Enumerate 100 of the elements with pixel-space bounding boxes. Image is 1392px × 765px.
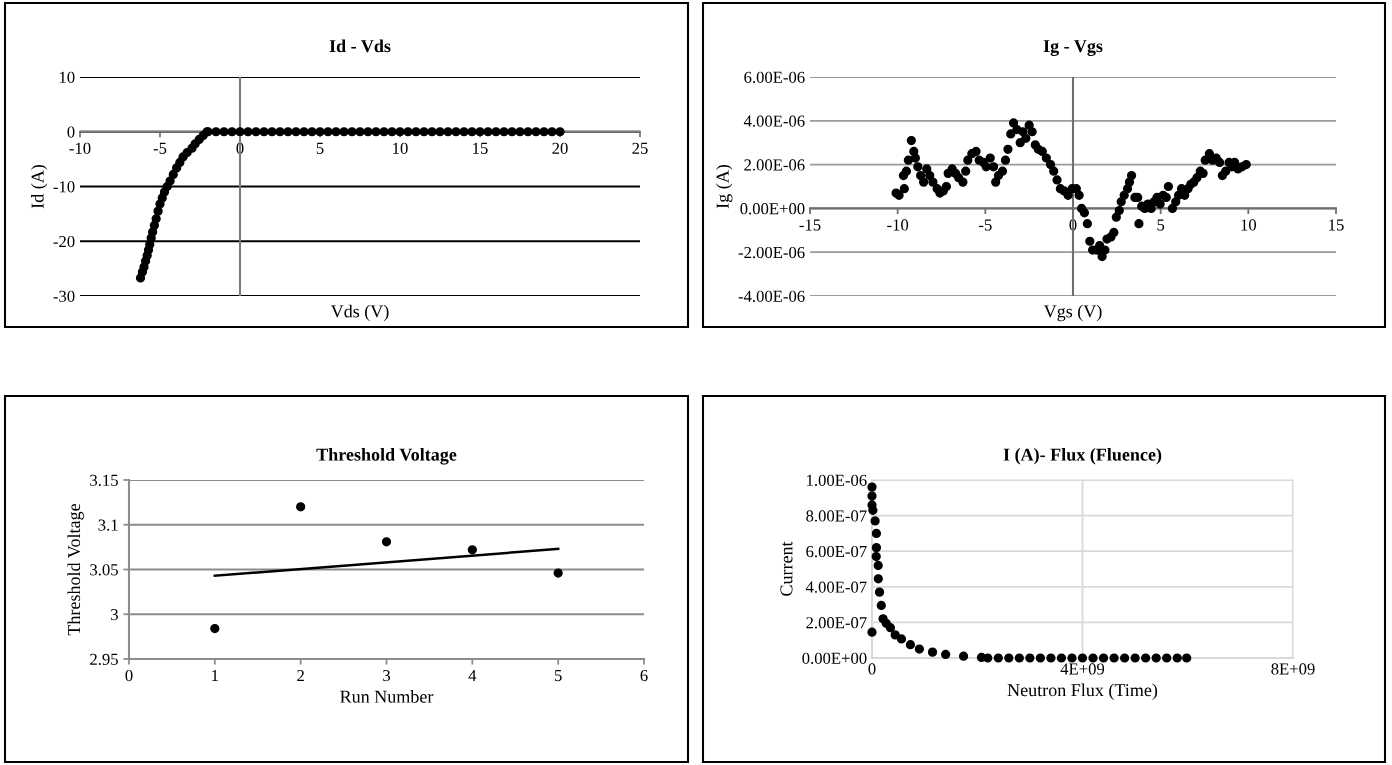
x-tick-label: 5 bbox=[554, 670, 562, 682]
point bbox=[873, 574, 883, 584]
point bbox=[1141, 653, 1151, 663]
point bbox=[553, 568, 563, 578]
point bbox=[1014, 653, 1024, 663]
y-axis-title: Threshold Voltage bbox=[67, 504, 84, 636]
point bbox=[381, 537, 392, 547]
point bbox=[876, 600, 886, 611]
point bbox=[885, 623, 896, 633]
y-tick-label: -20 bbox=[53, 235, 75, 248]
point bbox=[867, 627, 877, 637]
x-tick-label: 5 bbox=[316, 142, 324, 154]
point bbox=[1151, 653, 1161, 663]
x-tick-label: 5 bbox=[1157, 219, 1165, 231]
y-tick-label: 0 bbox=[67, 126, 75, 138]
x-tick-label: 15 bbox=[473, 142, 488, 154]
point bbox=[1004, 653, 1014, 663]
x-tick-label: 1 bbox=[212, 669, 218, 681]
chart-title: Id - Vds bbox=[329, 39, 391, 53]
point bbox=[1162, 653, 1172, 663]
x-tick-label: 3 bbox=[383, 669, 391, 682]
x-tick-label: 6 bbox=[640, 669, 648, 682]
x-tick-label: 25 bbox=[632, 142, 648, 154]
y-axis-title: Ig (A) bbox=[716, 164, 733, 209]
x-tick-label: -10 bbox=[887, 219, 909, 231]
point bbox=[874, 587, 885, 597]
x-tick-label: 4E+09 bbox=[1060, 663, 1105, 675]
point bbox=[1046, 653, 1056, 663]
point bbox=[1088, 653, 1098, 663]
point bbox=[958, 651, 969, 661]
chart-title: I (A)- Flux (Fluence) bbox=[1003, 448, 1162, 465]
x-tick-label: 10 bbox=[393, 142, 408, 154]
y-tick-label: 2.00E-07 bbox=[806, 617, 867, 629]
x-tick-label: 15 bbox=[1329, 219, 1344, 231]
x-tick-label: 4 bbox=[468, 670, 477, 681]
x-tick-label: -5 bbox=[153, 142, 167, 154]
point bbox=[871, 551, 881, 562]
point bbox=[870, 516, 880, 526]
x-axis-title: Vds (V) bbox=[330, 304, 389, 322]
point bbox=[873, 560, 883, 571]
point bbox=[296, 502, 306, 512]
point bbox=[914, 644, 924, 654]
point bbox=[1109, 653, 1119, 663]
x-tick-label: 10 bbox=[1241, 219, 1257, 231]
y-tick-label: 8.00E-07 bbox=[806, 510, 867, 522]
y-tick-label: 0.00E+00 bbox=[802, 652, 867, 665]
x-tick-label: -5 bbox=[979, 219, 992, 231]
point bbox=[867, 491, 877, 501]
point bbox=[210, 623, 220, 634]
x-tick-label: -10 bbox=[69, 142, 91, 154]
y-tick-label: -30 bbox=[53, 290, 75, 302]
x-tick-label: 20 bbox=[552, 142, 568, 154]
x-tick-label: 8E+09 bbox=[1271, 663, 1315, 675]
point bbox=[1119, 653, 1130, 663]
point bbox=[896, 634, 907, 644]
point bbox=[1130, 653, 1140, 663]
y-tick-label: 3.1 bbox=[98, 519, 118, 531]
point bbox=[1098, 653, 1109, 663]
x-tick-label: 2 bbox=[297, 669, 304, 681]
point bbox=[1025, 653, 1035, 663]
y-tick-label: 3 bbox=[111, 609, 118, 621]
y-tick-label: 2.95 bbox=[90, 653, 118, 666]
point bbox=[1182, 653, 1192, 663]
y-tick-label: 6.00E-07 bbox=[806, 545, 867, 558]
point bbox=[1077, 653, 1088, 663]
point bbox=[867, 482, 877, 492]
chart-title: Ig - Vgs bbox=[1043, 40, 1103, 56]
x-tick-label: -15 bbox=[799, 219, 821, 231]
point bbox=[467, 545, 477, 555]
x-axis-title: Neutron Flux (Time) bbox=[1007, 683, 1158, 700]
y-tick-label: 6.00E-06 bbox=[744, 71, 805, 84]
chart-title: Threshold Voltage bbox=[316, 448, 457, 465]
point bbox=[983, 653, 993, 663]
point bbox=[927, 647, 938, 657]
point bbox=[890, 630, 900, 640]
point bbox=[1172, 653, 1182, 663]
y-tick-label: 3.15 bbox=[90, 474, 118, 487]
point bbox=[871, 543, 882, 553]
y-tick-label: 4.00E-07 bbox=[805, 581, 867, 593]
y-axis-title: Current bbox=[780, 541, 793, 596]
point bbox=[1035, 653, 1046, 663]
point bbox=[1056, 653, 1067, 663]
x-axis-title: Vgs (V) bbox=[1043, 304, 1102, 322]
y-tick-label: -2.00E-06 bbox=[738, 246, 805, 259]
y-axis-title: Id (A) bbox=[30, 164, 48, 209]
point bbox=[1067, 653, 1077, 663]
y-tick-label: 4.00E-06 bbox=[743, 115, 805, 127]
x-axis-title: Run Number bbox=[340, 690, 434, 703]
x-tick-label: 0 bbox=[125, 669, 133, 682]
y-tick-label: 0.00E+00 bbox=[740, 203, 805, 215]
y-tick-label: 1.00E-06 bbox=[807, 474, 867, 487]
y-tick-label: 3.05 bbox=[90, 564, 118, 576]
point bbox=[905, 640, 916, 650]
point bbox=[993, 653, 1003, 663]
y-tick-label: -10 bbox=[53, 181, 75, 193]
y-tick-label: 2.00E-06 bbox=[744, 159, 805, 171]
y-tick-label: -4.00E-06 bbox=[738, 290, 805, 303]
y-tick-label: 10 bbox=[59, 71, 75, 83]
x-tick-label: 0 bbox=[868, 663, 876, 675]
point bbox=[941, 649, 951, 660]
